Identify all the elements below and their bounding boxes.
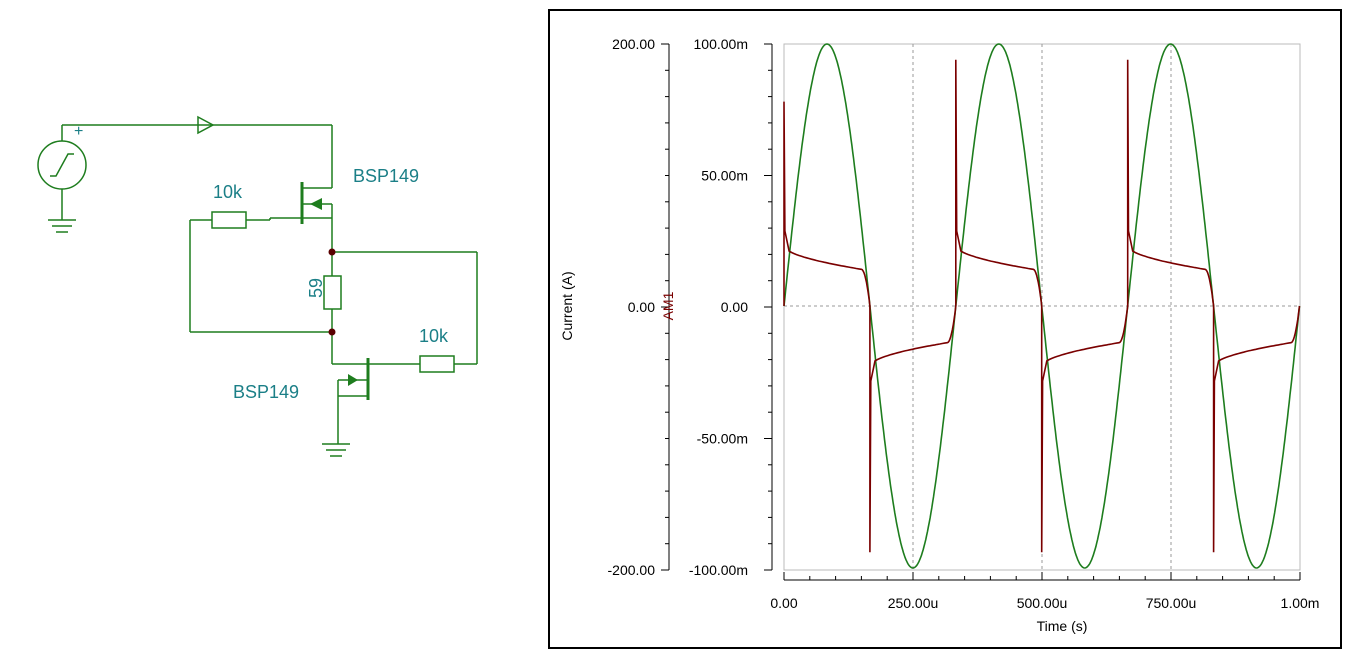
x-axis-label: Time (s) xyxy=(1037,618,1088,634)
upper-resistor-label: 10k xyxy=(213,182,243,202)
x-axis-tick-label: 750.00u xyxy=(1146,595,1197,611)
wire-arrow-icon xyxy=(197,115,215,135)
x-axis-tick-label: 1.00m xyxy=(1281,595,1320,611)
junction-dot xyxy=(328,328,336,336)
chart-frame xyxy=(548,9,1342,649)
middle-resistor-label: 59 xyxy=(306,278,326,298)
lower-transistor-label: BSP149 xyxy=(233,382,299,402)
upper-mosfet-arrow-icon xyxy=(310,198,322,210)
y-axis-secondary-label: AM1 xyxy=(660,291,676,320)
right-axis-tick-label: 0.00 xyxy=(721,299,748,315)
y-axis-label: Current (A) xyxy=(559,271,575,340)
current-series-line xyxy=(783,59,1301,553)
ramp-symbol xyxy=(50,153,74,177)
x-axis-tick-label: 500.00u xyxy=(1017,595,1068,611)
upper-transistor-label: BSP149 xyxy=(353,166,419,186)
left-axis-tick-label: -200.00 xyxy=(608,562,656,578)
x-axis-tick-label: 250.00u xyxy=(888,595,939,611)
chart-axes xyxy=(661,43,1301,581)
right-axis-tick-label: -50.00m xyxy=(697,431,748,447)
right-axis-tick-label: 100.00m xyxy=(694,36,748,52)
left-axis-tick-label: 0.00 xyxy=(628,299,655,315)
chart-tick-labels: 200.00 0.00 -200.00 100.00m 50.00m 0.00 -50.00… xyxy=(608,36,1320,611)
source-polarity-label: + xyxy=(74,123,83,140)
right-axis-tick-label: 50.00m xyxy=(701,168,748,184)
lower-mosfet-arrow-icon xyxy=(348,374,358,386)
x-axis-tick-label: 0.00 xyxy=(770,595,797,611)
left-axis-tick-label: 200.00 xyxy=(612,36,655,52)
junction-dot xyxy=(328,248,336,256)
lower-resistor-label: 10k xyxy=(419,326,449,346)
right-axis-tick-label: -100.00m xyxy=(689,562,748,578)
chart-series xyxy=(783,43,1301,569)
